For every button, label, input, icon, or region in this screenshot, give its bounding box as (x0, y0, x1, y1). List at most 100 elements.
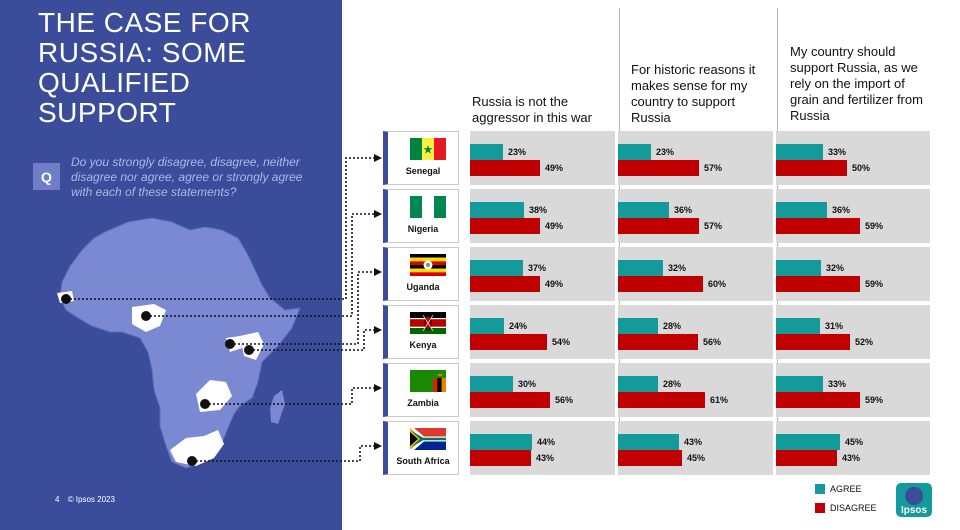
bar-disagree-uganda-panel-2 (618, 276, 703, 292)
legend-agree-label: AGREE (830, 484, 862, 494)
bar-label-disagree-uganda-panel-2: 60% (708, 279, 727, 289)
legend-disagree-swatch (815, 503, 825, 513)
bar-label-agree-uganda-panel-1: 37% (528, 263, 547, 273)
bar-disagree-kenya-panel-3 (776, 334, 850, 350)
panel-header-1: Russia is not the aggressor in this war (472, 94, 592, 125)
bar-agree-zambia-panel-1 (470, 376, 513, 392)
bar-label-agree-uganda-panel-3: 32% (826, 263, 845, 273)
bar-label-agree-zambia-panel-1: 30% (518, 379, 537, 389)
senegal-flag-icon (410, 138, 446, 160)
bar-disagree-nigeria-panel-3 (776, 218, 860, 234)
arrow-nigeria (374, 210, 382, 218)
bar-label-disagree-uganda-panel-1: 49% (545, 279, 564, 289)
country-box-uganda: Uganda (383, 247, 459, 301)
country-label: Uganda (406, 282, 440, 292)
panel-header-3: My country should support Russia, as we … (790, 44, 923, 123)
page-number: 4 (55, 495, 60, 504)
bar-disagree-uganda-panel-1 (470, 276, 540, 292)
bar-disagree-kenya-panel-1 (470, 334, 547, 350)
bar-label-agree-senegal-panel-1: 23% (508, 147, 527, 157)
bar-label-agree-south-africa-panel-3: 45% (845, 437, 864, 447)
south-africa-flag-icon (410, 428, 446, 450)
bar-label-agree-nigeria-panel-1: 38% (529, 205, 548, 215)
bar-label-disagree-nigeria-panel-3: 59% (865, 221, 884, 231)
zambia-flag-icon (410, 370, 446, 392)
bar-disagree-nigeria-panel-2 (618, 218, 699, 234)
bar-label-agree-uganda-panel-2: 32% (668, 263, 687, 273)
madagascar-shape (270, 390, 285, 424)
bar-label-disagree-kenya-panel-3: 52% (855, 337, 874, 347)
connector-uganda (230, 271, 374, 345)
legend-agree-swatch (815, 484, 825, 494)
bar-disagree-south-africa-panel-1 (470, 450, 531, 466)
bar-label-agree-kenya-panel-2: 28% (663, 321, 682, 331)
bar-label-agree-nigeria-panel-2: 36% (674, 205, 693, 215)
bar-agree-nigeria-panel-2 (618, 202, 669, 218)
bar-agree-south-africa-panel-2 (618, 434, 679, 450)
panel-header-2: For historic reasons it makes sense for … (631, 62, 756, 125)
bar-label-disagree-zambia-panel-1: 56% (555, 395, 574, 405)
bar-agree-kenya-panel-3 (776, 318, 820, 334)
arrow-uganda (374, 268, 382, 276)
bar-label-agree-kenya-panel-3: 31% (825, 321, 844, 331)
bar-agree-kenya-panel-2 (618, 318, 658, 334)
kenya-flag-icon (410, 312, 446, 334)
dot-kenya (244, 345, 254, 355)
page-title: THE CASE FOR RUSSIA: SOME QUALIFIED SUPP… (38, 7, 251, 128)
bar-label-agree-senegal-panel-3: 33% (828, 147, 847, 157)
bar-label-agree-nigeria-panel-3: 36% (832, 205, 851, 215)
left-panel: THE CASE FOR RUSSIA: SOME QUALIFIED SUPP… (0, 0, 342, 530)
bar-label-disagree-nigeria-panel-2: 57% (704, 221, 723, 231)
bar-agree-zambia-panel-2 (618, 376, 658, 392)
dot-uganda (225, 339, 235, 349)
connector-zambia (205, 387, 374, 405)
country-label: Zambia (407, 398, 439, 408)
dot-nigeria (141, 311, 151, 321)
bar-label-disagree-south-africa-panel-2: 45% (687, 453, 706, 463)
bar-label-agree-zambia-panel-3: 33% (828, 379, 847, 389)
country-box-senegal: Senegal (383, 131, 459, 185)
bar-agree-nigeria-panel-1 (470, 202, 524, 218)
bar-agree-senegal-panel-2 (618, 144, 651, 160)
south-africa-highlight (170, 430, 224, 466)
bar-label-disagree-senegal-panel-2: 57% (704, 163, 723, 173)
bar-disagree-zambia-panel-1 (470, 392, 550, 408)
bar-agree-uganda-panel-2 (618, 260, 663, 276)
country-box-nigeria: Nigeria (383, 189, 459, 243)
bar-disagree-zambia-panel-3 (776, 392, 860, 408)
bar-label-disagree-zambia-panel-3: 59% (865, 395, 884, 405)
arrow-zambia (374, 384, 382, 392)
bar-agree-south-africa-panel-1 (470, 434, 532, 450)
ipsos-logo: Ipsos (893, 481, 935, 519)
bar-disagree-south-africa-panel-3 (776, 450, 837, 466)
bar-agree-zambia-panel-3 (776, 376, 823, 392)
bar-disagree-senegal-panel-2 (618, 160, 699, 176)
connector-kenya (249, 329, 374, 351)
connector-nigeria (146, 213, 374, 317)
country-label: Nigeria (407, 224, 439, 234)
bar-label-disagree-south-africa-panel-3: 43% (842, 453, 861, 463)
dot-zambia (200, 399, 210, 409)
arrow-south-africa (374, 442, 382, 450)
bar-label-disagree-senegal-panel-1: 49% (545, 163, 564, 173)
arrow-senegal (374, 154, 382, 162)
country-label: Senegal (405, 166, 441, 176)
bar-disagree-kenya-panel-2 (618, 334, 698, 350)
bar-label-agree-south-africa-panel-1: 44% (537, 437, 556, 447)
bar-disagree-uganda-panel-3 (776, 276, 860, 292)
copyright: © Ipsos 2023 (67, 495, 115, 504)
bar-label-agree-senegal-panel-2: 23% (656, 147, 675, 157)
bar-label-disagree-zambia-panel-2: 61% (710, 395, 729, 405)
bar-label-disagree-uganda-panel-3: 59% (865, 279, 884, 289)
uganda-flag-icon (410, 254, 446, 276)
arrow-kenya (374, 326, 382, 334)
country-box-kenya: Kenya (383, 305, 459, 359)
nigeria-flag-icon (410, 196, 446, 218)
bar-label-disagree-south-africa-panel-1: 43% (536, 453, 555, 463)
bar-label-disagree-nigeria-panel-1: 49% (545, 221, 564, 231)
connector-south-africa (192, 445, 374, 462)
bar-agree-senegal-panel-1 (470, 144, 503, 160)
legend-disagree-label: DISAGREE (830, 503, 877, 513)
bar-agree-nigeria-panel-3 (776, 202, 827, 218)
